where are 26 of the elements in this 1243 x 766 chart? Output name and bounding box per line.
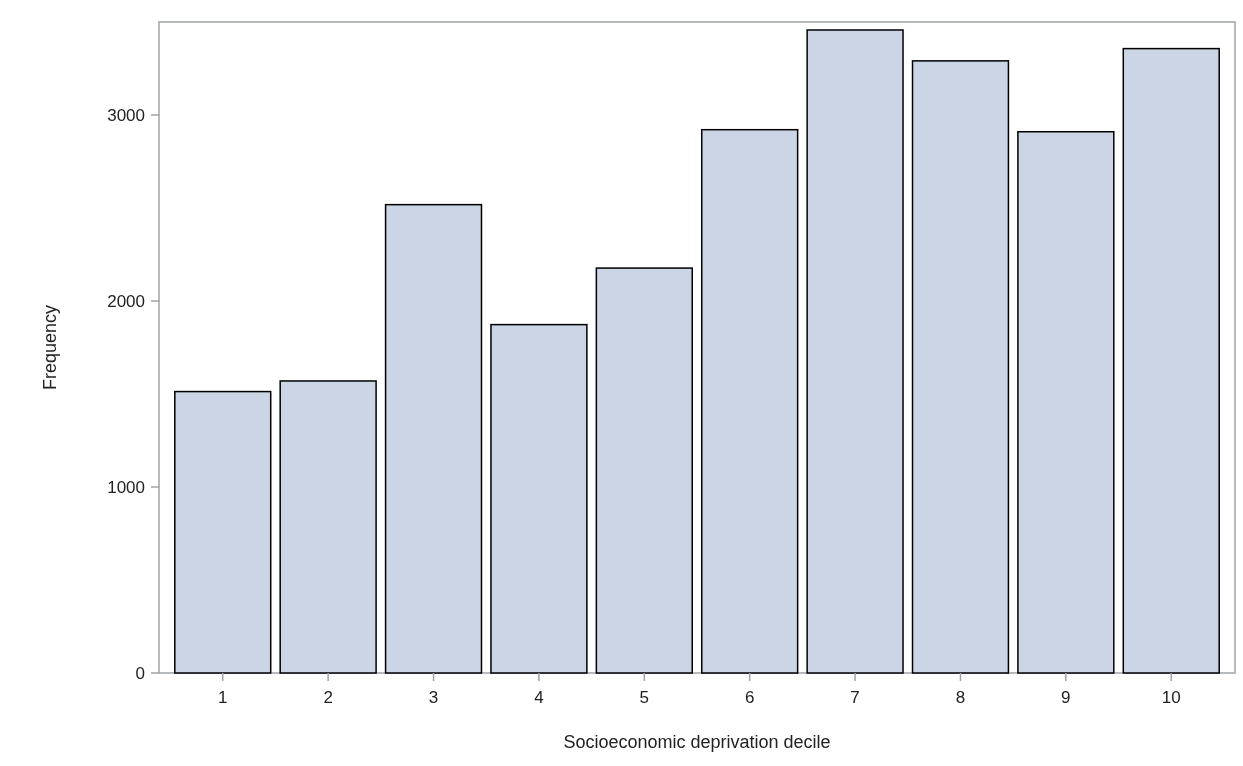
bar	[911, 60, 1010, 674]
y-tick-label: 0	[135, 663, 145, 683]
x-tick-label: 9	[1061, 688, 1071, 707]
bar	[1122, 47, 1220, 674]
x-tick-label: 5	[639, 688, 650, 707]
y-tick-label: 1000	[107, 477, 145, 497]
bar	[1017, 130, 1115, 674]
x-tick-label: 7	[850, 688, 860, 707]
x-tick-label: 3	[428, 688, 439, 707]
bar	[490, 323, 588, 674]
y-tick-label: 3000	[107, 105, 145, 125]
bar	[174, 390, 272, 674]
bar	[806, 29, 904, 674]
x-tick-label: 8	[955, 688, 966, 707]
x-axis-title: Socioeconomic deprivation decile	[563, 732, 831, 752]
x-tick-label: 4	[534, 688, 544, 707]
x-tick-label: 2	[323, 688, 333, 707]
y-axis-title: Frequency	[40, 304, 60, 391]
bar	[384, 203, 483, 674]
bar	[595, 267, 694, 674]
x-tick-label: 1	[218, 688, 228, 707]
bar	[700, 128, 799, 674]
x-tick-label: 10	[1161, 688, 1181, 707]
y-tick-label: 2000	[107, 291, 145, 311]
bar	[279, 380, 377, 674]
x-tick-label: 6	[744, 688, 755, 707]
